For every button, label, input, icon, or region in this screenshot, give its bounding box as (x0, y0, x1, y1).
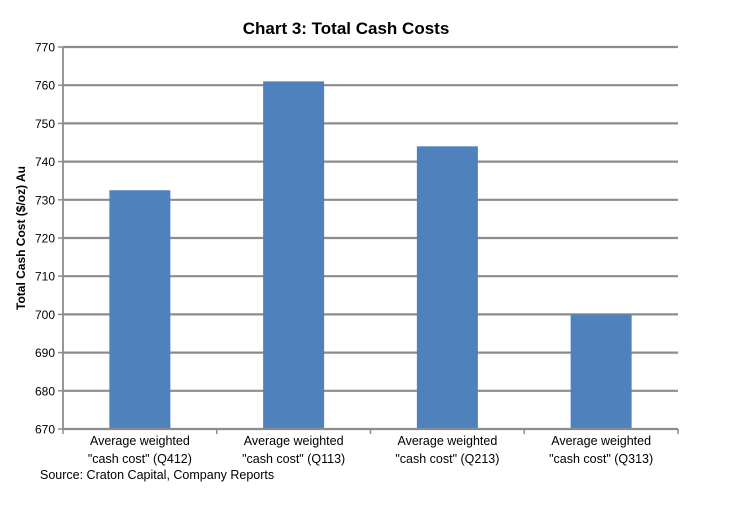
y-tick-label: 670 (35, 423, 55, 437)
y-tick-label: 690 (35, 346, 55, 360)
y-tick-labels: 670 680 690 700 710 720 730 740 750 760 770 (35, 41, 55, 437)
bars (109, 81, 632, 429)
y-tick-label: 730 (35, 193, 55, 207)
source-note: Source: Craton Capital, Company Reports (40, 468, 275, 482)
y-axis-label: Total Cash Cost ($/oz) Au (14, 166, 28, 310)
axes (58, 46, 679, 434)
bar (263, 81, 325, 429)
chart-title: Chart 3: Total Cash Costs (243, 19, 450, 38)
x-category-label: Average weighted "cash cost" (Q412) (88, 434, 192, 466)
y-tick-label: 760 (35, 79, 55, 93)
x-category-label: Average weighted "cash cost" (Q213) (395, 434, 499, 466)
y-tick-label: 770 (35, 41, 55, 55)
y-tick-label: 720 (35, 232, 55, 246)
x-category-label: Average weighted "cash cost" (Q113) (242, 434, 345, 466)
y-tick-label: 740 (35, 155, 55, 169)
y-tick-label: 750 (35, 117, 55, 131)
y-tick-label: 700 (35, 308, 55, 322)
bar (416, 146, 478, 429)
bar (109, 190, 171, 429)
bar (570, 314, 632, 429)
category-labels: Average weighted "cash cost" (Q412) Averag… (88, 434, 653, 466)
x-category-label: Average weighted "cash cost" (Q313) (549, 434, 653, 466)
y-tick-label: 710 (35, 270, 55, 284)
y-tick-label: 680 (35, 384, 55, 398)
